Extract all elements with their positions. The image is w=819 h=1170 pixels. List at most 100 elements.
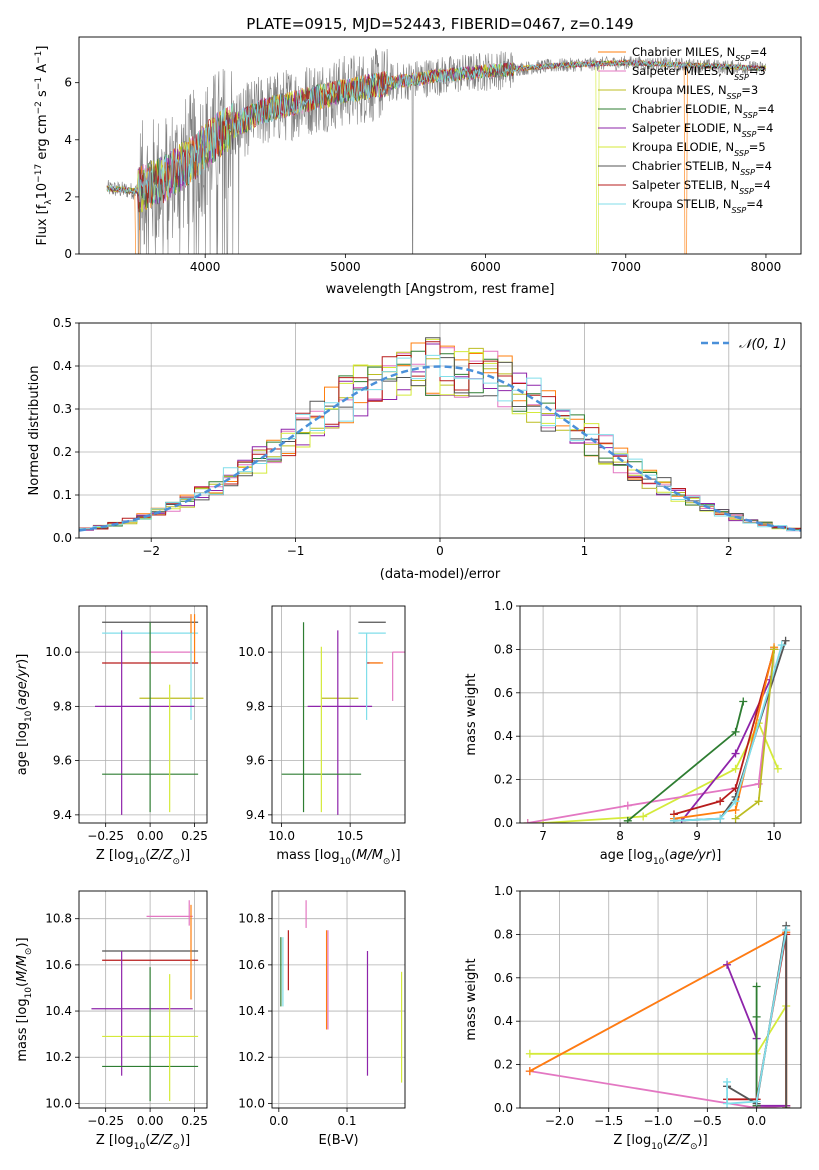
series-line-salpeter-stelib [673,649,775,816]
y-tick-label: 6 [64,76,72,90]
y-tick-label: 10.0 [45,645,72,659]
series-marker [754,797,763,806]
y-tick-label: 0.2 [494,1058,513,1072]
plot-area [281,621,405,815]
plot-area [280,900,403,1083]
y-tick-label: 10.2 [238,1050,265,1064]
series-marker [723,1077,732,1086]
x-axis-label: mass [log10(M/M⊙)] [276,848,400,867]
y-tick-label: 1.0 [494,884,513,898]
axes-frame [78,36,802,255]
y-tick-label: 2 [64,190,72,204]
x-tick-label: 8 [616,829,624,843]
series-marker [752,1012,761,1021]
plot-area [525,921,791,1108]
series-marker [739,697,748,706]
y-tick-label: 10.6 [238,958,265,972]
x-tick-label: 4000 [190,260,221,274]
y-tick-label: 0.0 [494,816,513,830]
y-tick-label: 1.0 [494,599,513,613]
mass-weight-vs-metallicity-panel: −2.0 −1.5 −1.0 −0.5 0.0 0.0 0.2 0.4 0.6 0.8 1.0 Z [… [464,884,802,1152]
x-axis-label: age [log10(age/yr)] [600,848,722,867]
y-tick-label: 0.8 [494,642,513,656]
series-line-kroupa-elodie [527,721,779,823]
legend-label: 𝒩(0, 1) [739,337,786,352]
axes-frame [519,605,802,824]
plot-area [523,636,790,823]
age-vs-mass-panel: 10.0 10.5 9.4 9.6 9.8 10.0 mass [log10(M/M⊙)] [238,605,406,867]
x-tick-label: −1 [287,544,305,558]
series-marker [782,926,791,935]
y-tick-label: 0.0 [53,531,72,545]
y-axis-label: mass weight [464,958,479,1040]
plot-area [106,48,767,254]
x-axis-label: Z [log10(Z/Z⊙)] [613,1133,707,1152]
y-axis-label: mass [log10(M/M⊙)] [15,937,34,1061]
series-marker [777,641,786,650]
mass-vs-ebv-panel: 0.0 0.1 10.0 10.2 10.4 10.6 10.8 E(B-V) [238,890,406,1148]
legend-label: Kroupa ELODIE, NSSP=5 [632,140,766,158]
series-line-salpeter-elodie [680,679,772,822]
series-line-kroupa-stelib [673,644,783,822]
x-tick-label: 1 [581,544,589,558]
y-tick-label: 0.3 [53,402,72,416]
axes-frame [519,890,802,1109]
x-tick-label: 0.0 [269,1114,288,1128]
series-marker [716,814,725,823]
series-marker [525,1067,534,1076]
y-tick-label: 0 [64,247,72,261]
y-tick-label: 10.0 [238,1096,265,1110]
plot-area [95,614,204,815]
series-line-kroupa-stelib [726,929,788,1105]
x-tick-label: −0.25 [87,1114,124,1128]
legend-label: Salpeter STELIB, NSSP=4 [632,178,771,196]
y-tick-label: 0.4 [494,1014,513,1028]
legend-label: Kroupa STELIB, NSSP=4 [632,197,763,215]
x-tick-label: 0.00 [137,829,164,843]
x-tick-label: 6000 [470,260,501,274]
series-marker [669,816,678,823]
series-marker [731,749,740,758]
plot-area [91,900,199,1102]
y-tick-label: 9.4 [53,808,72,822]
x-tick-label: 0.25 [181,829,208,843]
y-tick-label: 10.6 [45,958,72,972]
axes-frame [271,890,406,1109]
series-marker [639,812,648,821]
series-marker [782,1104,791,1108]
series-marker [523,819,532,823]
y-tick-label: 0.0 [494,1101,513,1115]
gaussian-curve [79,365,801,532]
y-tick-label: 0.6 [494,686,513,700]
figure-title: PLATE=0915, MJD=52443, FIBERID=0467, z=0… [246,15,633,33]
series-marker [731,805,740,814]
legend-label: Salpeter MILES, NSSP=3 [632,64,766,82]
y-axis-label: mass weight [464,673,479,755]
y-tick-label: 0.2 [53,445,72,459]
series-marker [773,764,782,773]
y-tick-label: 4 [64,133,72,147]
x-tick-label: 7000 [610,260,641,274]
y-tick-label: 10.4 [45,1004,72,1018]
series-marker [623,801,632,810]
x-axis-label: Z [log10(Z/Z⊙)] [96,848,190,867]
x-tick-label: 5000 [330,260,361,274]
series-marker [752,982,761,991]
series-marker [752,1097,761,1106]
y-tick-label: 0.5 [53,316,72,330]
axes-frame [271,605,406,824]
y-axis-label: Flux [fλ10−17 erg cm−2 s−1 A−1] [34,46,54,246]
y-tick-label: 0.4 [53,359,72,373]
series-marker [781,636,790,645]
y-tick-label: 9.6 [53,754,72,768]
series-marker [731,814,740,823]
x-axis-label: E(B-V) [318,1133,358,1148]
y-tick-label: 10.8 [45,912,72,926]
x-axis-label: wavelength [Angstrom, rest frame] [326,282,555,297]
x-tick-label: 10.5 [337,829,364,843]
y-tick-label: 9.6 [246,754,265,768]
legend-label: Chabrier ELODIE, NSSP=4 [632,102,774,120]
model-spectrum-line-salpeter-stelib [106,59,767,213]
series-marker [731,727,740,736]
y-tick-label: 10.4 [238,1004,265,1018]
